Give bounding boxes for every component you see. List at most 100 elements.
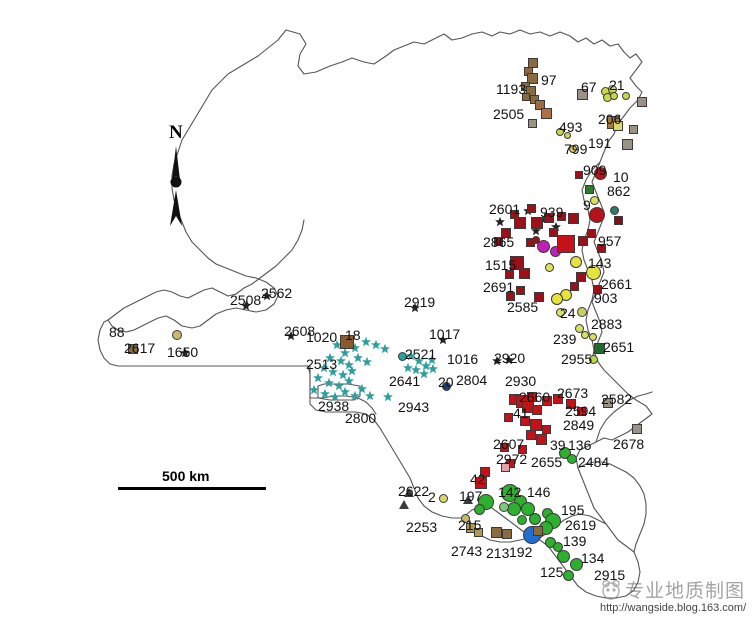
deposit-marker-star (340, 347, 350, 358)
deposit-marker-circle (588, 354, 598, 364)
deposit-marker-circle (609, 205, 619, 215)
deposit-marker-square (578, 236, 588, 246)
deposit-marker-circle (577, 307, 587, 317)
deposit-marker-square (548, 227, 558, 237)
deposit-marker-circle (544, 262, 554, 272)
deposit-marker-square (526, 72, 538, 84)
deposit-label: 2601 (489, 201, 521, 217)
deposit-marker-square (340, 335, 354, 349)
deposit-marker-star (309, 384, 319, 395)
panda-logo-icon (602, 579, 620, 600)
deposit-marker-square (526, 203, 536, 213)
deposit-marker-triangle (399, 500, 409, 509)
deposit-marker-square (613, 215, 623, 225)
deposit-marker-square (566, 399, 576, 409)
deposit-label: 2915 (594, 567, 626, 583)
deposit-marker-star (495, 216, 505, 227)
deposit-marker-square (603, 398, 613, 408)
deposit-marker-circle (570, 256, 582, 268)
deposit-label: 2955 (561, 351, 593, 367)
deposit-marker-star (365, 390, 375, 401)
deposit-label: 2651 (603, 339, 635, 355)
deposit-marker-square (540, 107, 552, 119)
scale-bar-line (118, 487, 266, 490)
deposit-marker-star (319, 362, 329, 373)
deposit-marker-square (510, 256, 524, 270)
deposit-label: 42 (470, 471, 486, 487)
watermark-url: http://wangside.blog.163.com/ (600, 602, 747, 614)
deposit-marker-square (535, 433, 547, 445)
deposit-marker-star (421, 360, 431, 371)
deposit-label: 195 (561, 502, 585, 518)
deposit-marker-star (406, 350, 416, 361)
deposit-marker-star (492, 355, 502, 366)
province-line-5 (577, 461, 647, 553)
deposit-marker-square (500, 462, 510, 472)
deposit-label: 2655 (531, 454, 563, 470)
deposit-marker-star (362, 356, 372, 367)
deposit-label: 134 (581, 550, 605, 566)
deposit-marker-circle (593, 166, 607, 180)
deposit-marker-square (613, 121, 623, 131)
deposit-marker-square (532, 405, 542, 415)
deposit-label: 939 (540, 204, 564, 220)
deposit-marker-square (518, 267, 530, 279)
deposit-marker-circle (622, 92, 630, 100)
deposit-marker-square (576, 88, 588, 100)
deposit-marker-circle (589, 195, 599, 205)
inner-pocket-1 (317, 383, 361, 401)
deposit-marker-square (586, 228, 596, 238)
deposit-marker-square (557, 235, 575, 253)
deposit-marker-square (533, 526, 543, 536)
deposit-label: 206 (598, 111, 622, 127)
deposit-label: 39 (550, 437, 566, 453)
deposit-marker-star (411, 364, 421, 375)
deposit-label: 2484 (578, 454, 610, 470)
deposit-label: 493 (559, 119, 583, 135)
deposit-marker-square (576, 272, 586, 282)
deposit-marker-circle (610, 92, 618, 100)
deposit-marker-square (499, 442, 509, 452)
deposit-marker-square (534, 292, 544, 302)
deposit-label: 2865 (483, 234, 515, 250)
deposit-marker-circle (581, 331, 589, 339)
deposit-marker-circle (529, 513, 541, 525)
deposit-marker-square (541, 424, 551, 434)
deposit-label: 2673 (557, 385, 589, 401)
deposit-label: 2678 (613, 436, 645, 452)
province-line-4 (595, 391, 653, 443)
deposit-label: 2521 (405, 346, 437, 362)
deposit-marker-square (544, 213, 554, 223)
deposit-marker-star (427, 354, 437, 365)
deposit-label: 10 (613, 169, 629, 185)
deposit-marker-circle (441, 381, 451, 391)
deposit-label: 41 (513, 405, 529, 421)
deposit-marker-star (551, 221, 561, 232)
deposit-label: 24 (560, 305, 576, 321)
deposit-marker-square (493, 236, 503, 246)
deposit-marker-square (592, 284, 602, 294)
deposit-marker-circle (172, 330, 182, 340)
deposit-label: 1515 (485, 257, 517, 273)
deposit-marker-square (542, 396, 552, 406)
deposit-label: 215 (458, 517, 482, 533)
deposit-marker-circle (589, 333, 597, 341)
deposit-marker-square (576, 406, 586, 416)
deposit-label: 2691 (483, 279, 515, 295)
deposit-label: 2743 (451, 543, 483, 559)
deposit-marker-square (526, 430, 536, 440)
deposit-marker-circle (574, 323, 584, 333)
watermark: 专业地质制图 (600, 576, 745, 603)
deposit-label: 2505 (493, 106, 525, 122)
deposit-marker-square (514, 217, 526, 229)
deposit-marker-star (380, 343, 390, 354)
province-line-1 (309, 365, 377, 415)
deposit-marker-circle (555, 307, 565, 317)
deposit-marker-circle (521, 502, 535, 516)
deposit-marker-circle (567, 454, 577, 464)
deposit-label: 2 (428, 489, 436, 505)
north-arrow-glyph (170, 146, 182, 226)
deposit-label: 1020 (306, 329, 338, 345)
